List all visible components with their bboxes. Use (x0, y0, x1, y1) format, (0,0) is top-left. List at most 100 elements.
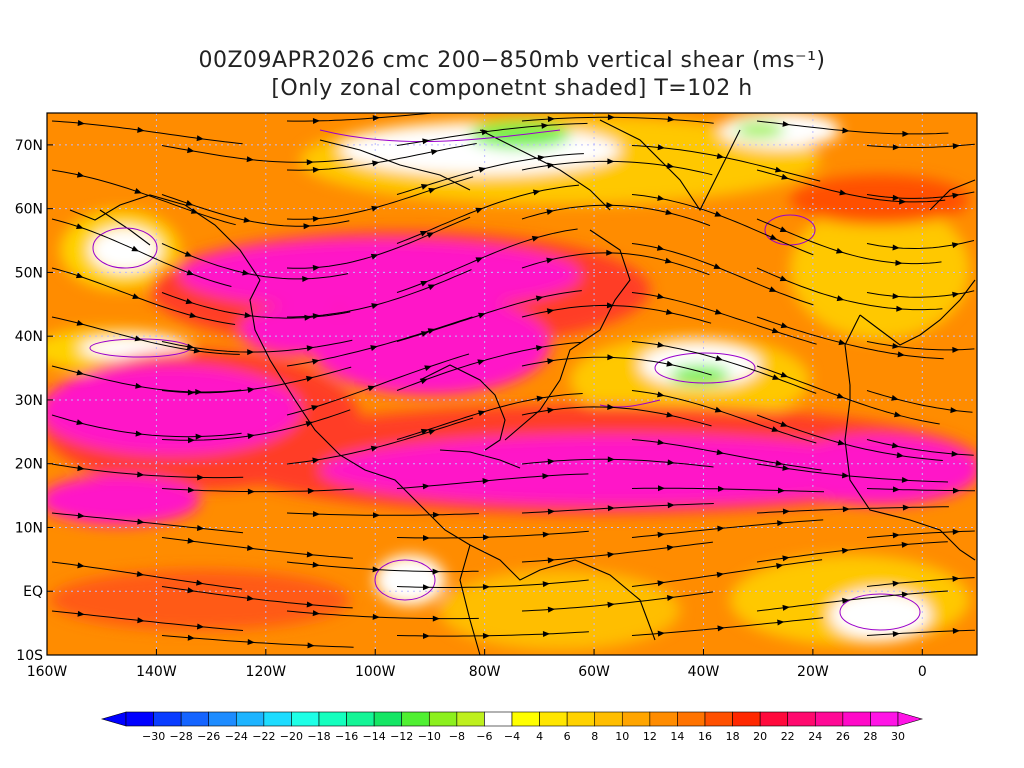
streamline-arrowhead (77, 562, 85, 569)
colorbar-label: 30 (891, 730, 905, 743)
streamline-arrowhead (303, 223, 311, 230)
streamline-arrowhead (667, 459, 675, 466)
colorbar-swatch (263, 711, 292, 727)
streamline-arrowhead (892, 144, 900, 151)
streamline-arrowhead (717, 625, 725, 632)
streamline-arrowhead (422, 584, 430, 591)
streamline-arrowhead (137, 617, 145, 624)
streamline-arrowhead (892, 293, 900, 300)
streamline-arrowhead (781, 173, 789, 180)
streamline-arrowhead (482, 584, 490, 591)
streamline-arrowhead (836, 247, 844, 254)
streamline-arrowhead (891, 394, 899, 401)
streamline-arrowhead (427, 284, 436, 291)
colorbar-label: −14 (362, 730, 385, 743)
streamline-arrowhead (951, 450, 959, 457)
streamline-arrowhead (779, 275, 788, 282)
streamline-arrowhead (780, 421, 788, 427)
streamline-arrowhead (137, 471, 145, 478)
streamline-arrowhead (372, 115, 380, 122)
streamline-arrowhead (195, 433, 203, 440)
colorbar-swatch (566, 711, 596, 727)
streamline-arrowhead (196, 135, 204, 142)
streamline-arrowhead (432, 568, 440, 575)
colorbar-swatch (649, 711, 678, 727)
colorbar-label: 24 (808, 730, 822, 743)
streamline-arrowhead (837, 439, 846, 446)
streamline-arrowhead (196, 579, 204, 586)
longitude-label: 20W (797, 664, 829, 680)
streamline-arrowhead (306, 345, 314, 352)
streamline-arrowhead (477, 359, 485, 366)
streamline-arrowhead (777, 619, 785, 626)
streamline-arrowhead (186, 269, 195, 276)
colorbar-swatch (842, 711, 871, 727)
map-title-line-1: 00Z09APR2026 cmc 200−850mb vertical shea… (198, 48, 826, 73)
streamline-arrowhead (892, 580, 900, 587)
streamline-arrowhead (901, 591, 909, 598)
lat-lon-grid (47, 113, 977, 655)
streamline-arrowhead (535, 345, 544, 352)
streamline-arrowhead (478, 410, 486, 417)
streamline-arrowhead (892, 194, 900, 201)
streamline-arrowhead (76, 419, 84, 426)
latitude-label: 40N (15, 329, 43, 345)
streamline-arrowhead (782, 508, 790, 515)
streamline-arrowhead (607, 456, 615, 463)
streamline-arrowhead (187, 634, 195, 641)
streamline-arrowhead (901, 476, 909, 483)
streamline-arrowhead (716, 153, 725, 159)
streamline-arrowhead (420, 184, 429, 190)
colorbar-swatch (511, 711, 540, 727)
streamline-arrowhead (842, 597, 850, 604)
streamline-arrowhead (774, 166, 783, 173)
streamline-arrowhead (657, 439, 665, 446)
streamline-arrowhead (77, 512, 85, 519)
streamline-arrowhead (666, 594, 675, 601)
streamline-arrowhead (371, 303, 379, 309)
streamline-arrowhead (373, 512, 380, 519)
streamline-arrowhead (952, 192, 960, 199)
colorbar-swatch (677, 711, 706, 727)
streamline-arrowhead (197, 474, 205, 481)
streamline-arrowhead (657, 630, 665, 637)
colorbar-swatch (621, 711, 651, 727)
shear-streamlines (51, 113, 975, 649)
colorbar-swatch (428, 711, 458, 727)
streamline-arrowhead (137, 126, 145, 133)
streamline-arrowhead (657, 293, 665, 300)
streamline-arrowhead (838, 339, 847, 346)
colorbar-swatch (318, 711, 347, 727)
streamline-arrowhead (312, 358, 320, 365)
streamline-arrowhead (897, 351, 905, 358)
colorbar-label: 8 (591, 730, 598, 743)
streamline-arrowhead (370, 445, 379, 452)
colorbar-label: −24 (225, 730, 248, 743)
streamline-arrowhead (542, 631, 550, 638)
colorbar-swatch (484, 711, 513, 727)
longitude-label: 60W (578, 664, 610, 680)
colorbar-label: 28 (863, 730, 877, 743)
colorbar-swatch (594, 711, 623, 727)
streamline-arrowhead (546, 308, 555, 315)
streamline-arrowhead (246, 156, 254, 163)
streamline-arrowhead (657, 144, 665, 151)
streamline-arrowhead (475, 207, 484, 214)
streamline-arrowhead (717, 525, 725, 532)
colorbar-swatch (539, 711, 568, 727)
streamline-arrowhead (657, 580, 665, 587)
streamline-arrowhead (899, 198, 907, 205)
streamline-arrowhead (665, 209, 673, 216)
streamline-arrowhead (242, 269, 250, 276)
streamline-arrowhead (187, 343, 195, 350)
streamline-arrowhead (547, 508, 555, 515)
streamline-arrowhead (896, 305, 904, 312)
streamline-arrowhead (75, 272, 84, 279)
streamline-arrowhead (305, 421, 314, 427)
streamline-arrowhead (714, 406, 723, 413)
streamline-arrowhead (892, 630, 900, 637)
latitude-label: 70N (15, 138, 43, 154)
streamline-arrowhead (842, 127, 850, 134)
streamline-arrowhead (247, 433, 255, 440)
